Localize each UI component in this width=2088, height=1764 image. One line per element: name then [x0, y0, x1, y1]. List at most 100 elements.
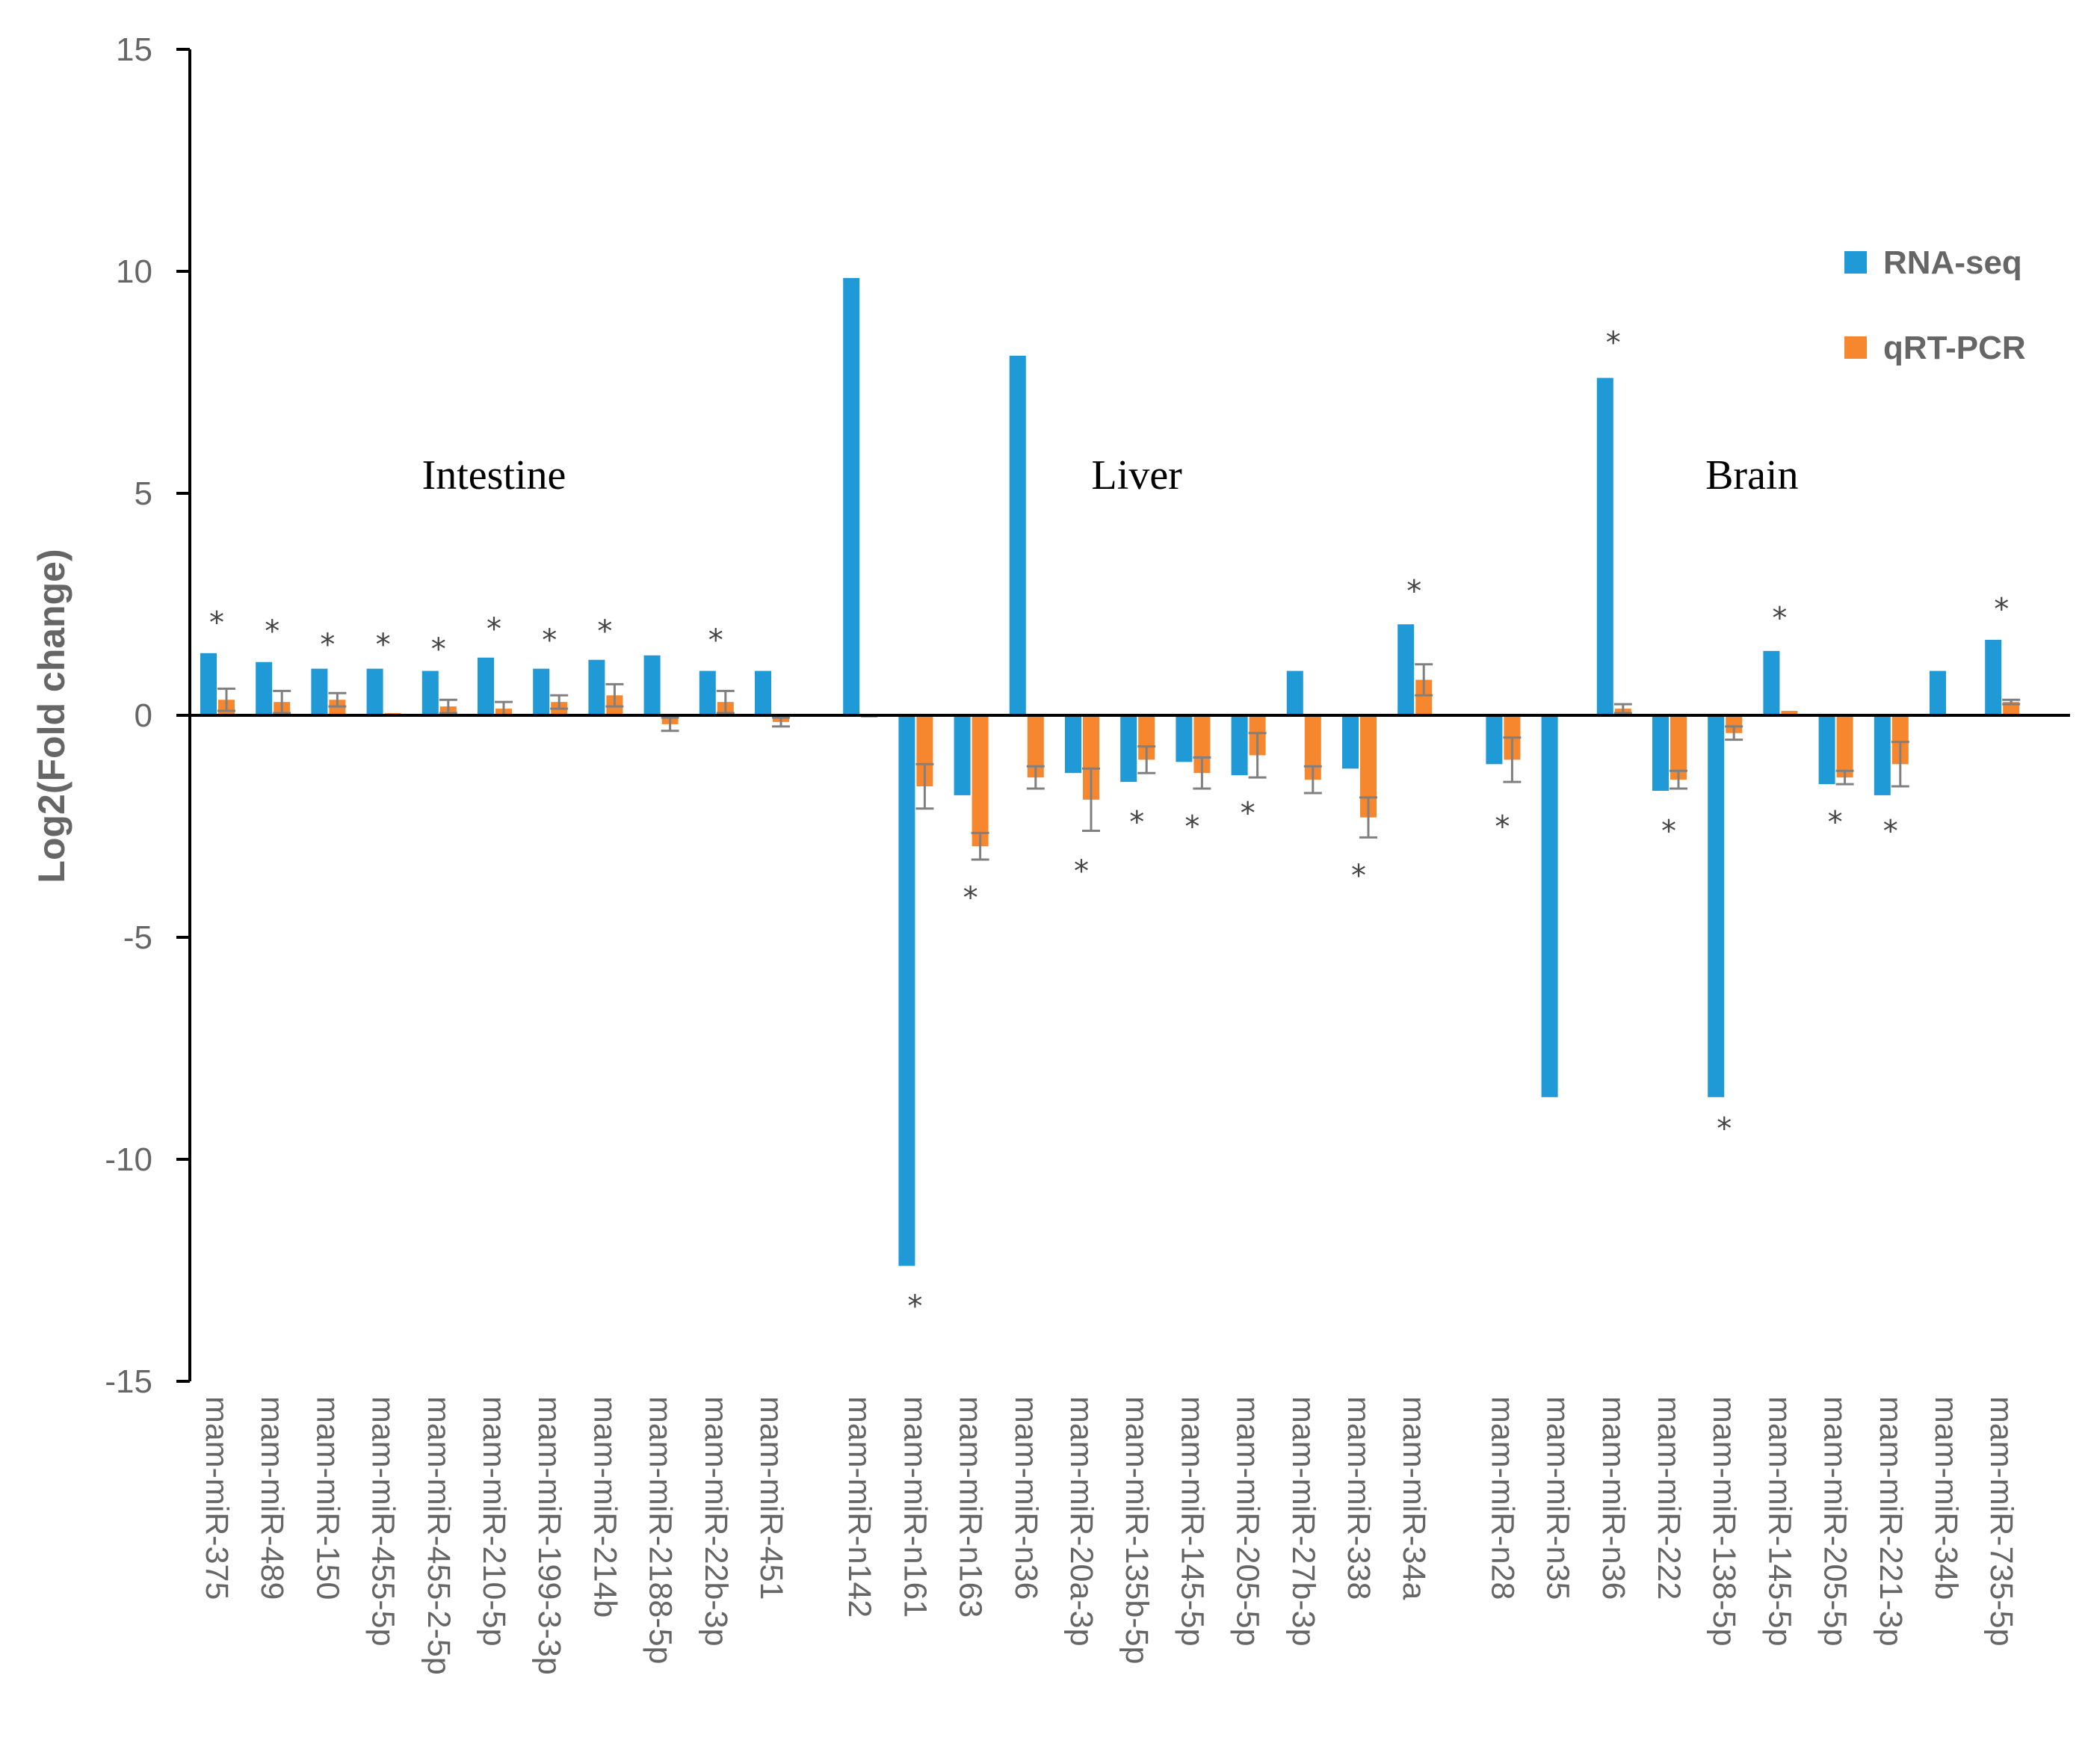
- significance-marker: *: [320, 628, 335, 662]
- bar-qrt-pcr: [1415, 679, 1433, 715]
- error-bar: [1613, 703, 1632, 715]
- bar-qrt-pcr: [1083, 715, 1099, 800]
- bar-rna-seq: [699, 670, 716, 715]
- bar-rna-seq: [898, 715, 915, 1266]
- x-category-label: mam-miR-2188-5p: [643, 1396, 679, 1664]
- y-tick-label: 15: [116, 31, 152, 68]
- significance-marker: *: [1883, 814, 1898, 848]
- error-bar: [273, 689, 291, 715]
- group-label: Intestine: [422, 452, 566, 499]
- x-category-label: mam-miR-375: [199, 1396, 235, 1600]
- bar-rna-seq: [755, 670, 771, 715]
- significance-marker: *: [1129, 806, 1144, 840]
- x-category-label: mam-miR-210-5p: [476, 1396, 512, 1647]
- bar-rna-seq: [1652, 715, 1669, 791]
- error-bar: [1891, 741, 1909, 788]
- x-category-label: mam-miR-489: [254, 1396, 290, 1600]
- error-bar: [915, 762, 934, 810]
- significance-marker: *: [1994, 592, 2009, 626]
- x-category-label: mam-miR-34a: [1396, 1396, 1432, 1600]
- legend-swatch-rna-seq: [1844, 251, 1867, 274]
- error-bar: [1725, 725, 1743, 741]
- legend-label-qrt-pcr: qRT-PCR: [1883, 330, 2026, 366]
- bar-rna-seq: [1176, 715, 1193, 762]
- bar-rna-seq: [843, 277, 860, 715]
- x-category-label: mam-miR-n36: [1008, 1396, 1044, 1600]
- bar-rna-seq: [366, 668, 383, 715]
- significance-marker: *: [376, 628, 391, 662]
- bars-layer: [200, 277, 2021, 1266]
- x-category-label: mam-miR-22b-3p: [698, 1396, 734, 1647]
- bar-rna-seq: [1818, 715, 1835, 785]
- error-bar: [716, 689, 735, 715]
- significance-marker: *: [265, 614, 279, 649]
- bar-qrt-pcr: [1891, 715, 1909, 765]
- bar-rna-seq: [1930, 670, 1946, 715]
- x-category-label: mam-miR-n35: [1540, 1396, 1576, 1600]
- bar-rna-seq: [1009, 355, 1026, 715]
- x-category-label: mam-miR-138-5p: [1706, 1396, 1742, 1647]
- bar-qrt-pcr: [1670, 715, 1687, 780]
- x-category-label: mam-miR-150: [309, 1396, 345, 1600]
- error-bar: [1670, 769, 1687, 790]
- bar-qrt-pcr: [916, 715, 933, 787]
- significance-marker: *: [1495, 810, 1510, 845]
- x-category-label: mam-miR-n28: [1484, 1396, 1520, 1600]
- group-label: Liver: [1092, 452, 1183, 499]
- bar-rna-seq: [1541, 715, 1558, 1097]
- significance-marker: *: [1828, 806, 1843, 840]
- bar-rna-seq: [1763, 650, 1780, 715]
- bar-rna-seq: [1596, 377, 1613, 715]
- y-tick-label: -10: [105, 1141, 152, 1178]
- significance-marker: *: [597, 614, 612, 649]
- y-tick-label: -5: [123, 919, 152, 956]
- legend-swatch-qrt-pcr: [1844, 336, 1867, 359]
- error-bar: [1415, 663, 1433, 697]
- bar-rna-seq: [256, 662, 273, 715]
- bar-qrt-pcr: [1726, 715, 1743, 733]
- x-category-label: mam-miR-735-5p: [1983, 1396, 2019, 1647]
- significance-marker: *: [1406, 575, 1421, 609]
- error-bar: [550, 694, 569, 710]
- error-bar: [1359, 796, 1377, 839]
- significance-marker: *: [431, 632, 446, 667]
- error-bar: [1137, 745, 1156, 774]
- bar-rna-seq: [1985, 640, 2002, 715]
- significance-marker: *: [1351, 859, 1366, 893]
- bar-rna-seq: [533, 668, 550, 715]
- x-category-label: mam-miR-n163: [953, 1396, 989, 1617]
- bar-rna-seq: [1120, 715, 1137, 783]
- x-category-label: mam-miR-145-5p: [1174, 1396, 1210, 1647]
- x-category-label: mam-miR-27b-3p: [1285, 1396, 1321, 1647]
- error-bar: [1248, 732, 1267, 779]
- bar-rna-seq: [421, 670, 439, 715]
- significance-marker: *: [907, 1289, 922, 1324]
- y-tick-label: -15: [105, 1363, 152, 1400]
- bar-rna-seq: [1397, 624, 1415, 715]
- y-tick-label: 10: [116, 253, 152, 290]
- significance-marker: *: [963, 881, 978, 916]
- x-category-label: mam-miR-214b: [587, 1396, 623, 1617]
- significance-marker: *: [542, 623, 557, 658]
- error-bar: [1193, 756, 1211, 790]
- bar-qrt-pcr: [1781, 711, 1798, 715]
- x-category-label: mam-miR-135b-5p: [1119, 1396, 1155, 1664]
- significance-marker: *: [1074, 854, 1089, 889]
- significance-marker: *: [708, 623, 723, 658]
- x-category-label: mam-miR-145-5p: [1761, 1396, 1797, 1647]
- error-bar: [971, 831, 989, 861]
- significance-marker: *: [487, 612, 501, 647]
- error-bar: [1503, 736, 1522, 783]
- bar-rna-seq: [588, 659, 605, 715]
- legend: RNA-seq qRT-PCR: [1844, 244, 2026, 366]
- x-category-label: mam-miR-n161: [897, 1396, 933, 1617]
- x-category-label: mam-miR-205-5p: [1230, 1396, 1266, 1647]
- y-tick-label: 0: [135, 697, 152, 734]
- significance-marker: *: [1241, 797, 1255, 831]
- bar-qrt-pcr: [1836, 715, 1853, 778]
- x-category-label: mam-miR-n36: [1596, 1396, 1631, 1600]
- x-category-label: mam-miR-338: [1341, 1396, 1377, 1600]
- x-category-label: mam-miR-221-3p: [1873, 1396, 1909, 1647]
- error-bar: [1835, 769, 1854, 786]
